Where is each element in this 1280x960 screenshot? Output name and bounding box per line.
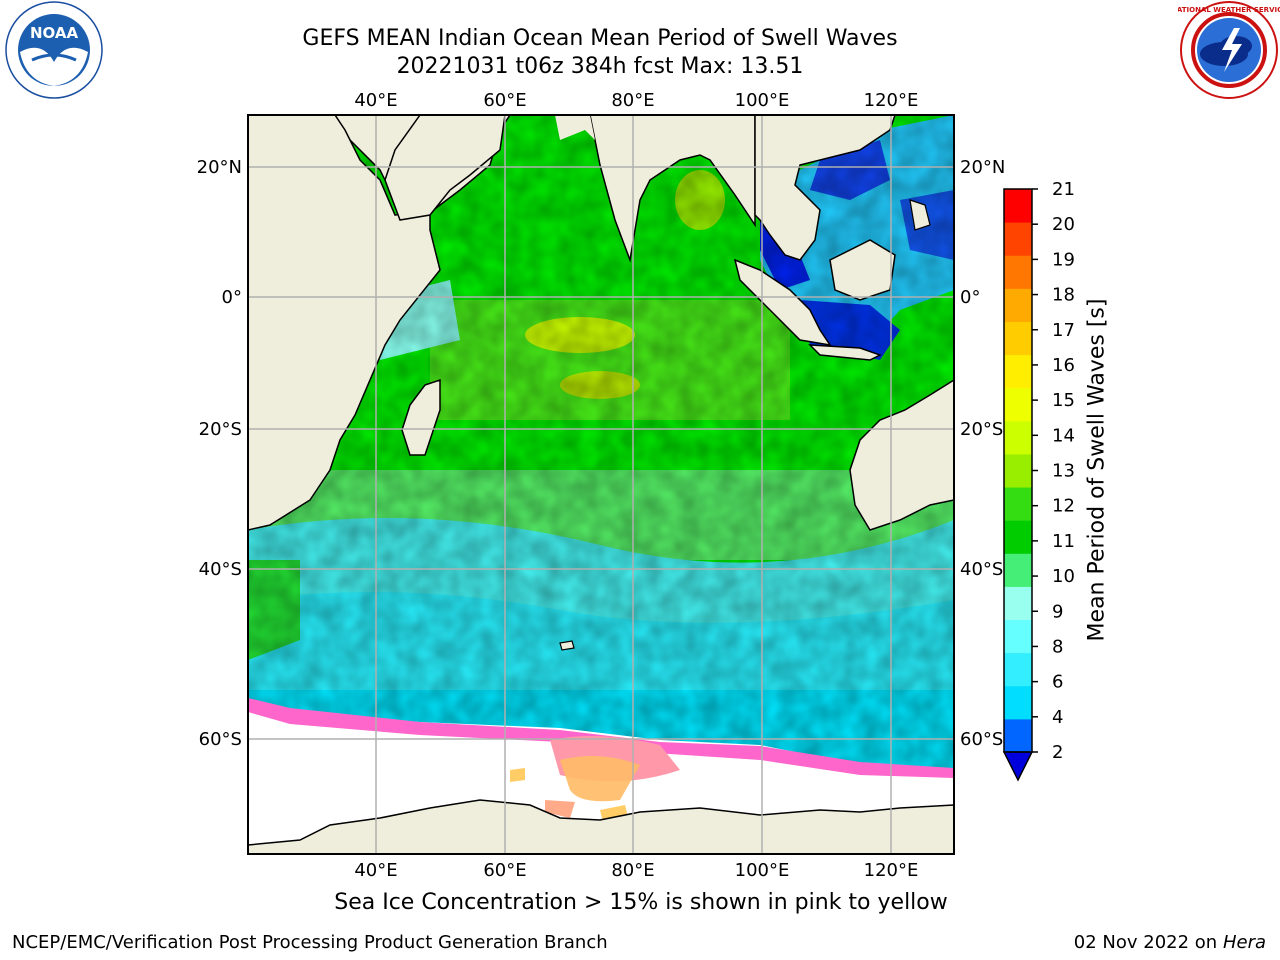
land-philippines	[909, 199, 931, 231]
colorbar-segment	[1004, 189, 1032, 223]
land-sumatra	[733, 258, 832, 347]
map-area	[248, 115, 954, 854]
colorbar-segment	[1004, 453, 1032, 488]
colorbar-tick-label: 17	[1052, 320, 1075, 341]
colorbar-tick-label: 11	[1052, 531, 1075, 552]
land-antarctica	[248, 799, 954, 854]
colorbar: 2 4 6 8 9 10 11 12 13 14 15 16 17 18 19 20 21	[1002, 179, 1075, 782]
colorbar-tick-label: 21	[1052, 179, 1075, 200]
land-indochina	[754, 115, 896, 261]
colorbar-segment	[1004, 387, 1032, 422]
colorbar-segment	[1004, 619, 1032, 654]
colorbar-segment	[1004, 354, 1032, 389]
colorbar-segment	[1004, 321, 1032, 356]
colorbar-tick-label: 16	[1052, 355, 1075, 376]
colorbar-segment	[1004, 255, 1032, 289]
lat-label: 20°N	[197, 157, 242, 178]
colorbar-segment	[1004, 288, 1032, 322]
lon-labels-top: 40°E 60°E 80°E 100°E 120°E	[354, 90, 918, 111]
colorbar-label: Mean Period of Swell Waves [s]	[1084, 298, 1110, 642]
lat-label: 20°S	[960, 419, 1003, 440]
colorbar-tick-label: 19	[1052, 249, 1075, 270]
lat-label: 60°S	[960, 729, 1003, 750]
land-borneo	[829, 239, 896, 301]
gridlines	[248, 115, 954, 854]
colorbar-tick-label: 18	[1052, 285, 1075, 306]
sea-ice-patch-d	[510, 768, 525, 782]
colorbar-tick-label: 12	[1052, 496, 1075, 517]
colorbar-segment	[1004, 520, 1032, 554]
lat-label: 0°	[960, 287, 980, 308]
lon-label: 120°E	[864, 860, 919, 881]
lat-label: 0°	[222, 287, 242, 308]
lat-label: 20°S	[199, 419, 242, 440]
colorbar-tick-label: 13	[1052, 461, 1075, 482]
nws-ring-text: NATIONAL WEATHER SERVICE	[1178, 6, 1280, 14]
lat-label: 20°N	[960, 157, 1005, 178]
lon-label: 60°E	[483, 860, 526, 881]
footer-credit: NCEP/EMC/Verification Post Processing Pr…	[12, 932, 608, 953]
lon-label: 120°E	[864, 90, 919, 111]
colorbar-segment	[1004, 222, 1032, 256]
colorbar-segment	[1004, 487, 1032, 521]
chart-title: GEFS MEAN Indian Ocean Mean Period of Sw…	[302, 26, 898, 51]
noaa-logo: NOAA	[5, 1, 103, 99]
lon-label: 80°E	[611, 90, 654, 111]
land-java	[808, 344, 882, 361]
footer-machine: Hera	[1222, 932, 1266, 953]
chart-subtitle: 20221031 t06z 384h fcst Max: 13.51	[396, 54, 804, 79]
land-madagascar	[401, 378, 441, 456]
colorbar-segment	[1004, 586, 1032, 621]
lat-label: 40°S	[960, 559, 1003, 580]
nws-logo: NATIONAL WEATHER SERVICE	[1178, 1, 1280, 99]
land-australia	[849, 379, 954, 531]
sea-ice-patch-b	[560, 756, 640, 802]
lon-label: 60°E	[483, 90, 526, 111]
colorbar-tick-label: 4	[1052, 707, 1063, 728]
colorbar-tick-label: 14	[1052, 425, 1075, 446]
map-frame	[247, 114, 955, 855]
colorbar-segment	[1004, 718, 1032, 753]
colorbar-tick-label: 8	[1052, 636, 1063, 657]
lon-label: 100°E	[735, 90, 790, 111]
lat-labels-left: 20°N 0° 20°S 40°S 60°S	[197, 157, 242, 750]
lat-label: 60°S	[199, 729, 242, 750]
lon-label: 40°E	[354, 860, 397, 881]
noaa-logo-text: NOAA	[30, 24, 79, 42]
lon-label: 80°E	[611, 860, 654, 881]
lon-label: 100°E	[735, 860, 790, 881]
colorbar-tick-label: 20	[1052, 214, 1075, 235]
colorbar-tick-label: 6	[1052, 672, 1063, 693]
colorbar-tick-label: 10	[1052, 566, 1075, 587]
lon-label: 40°E	[354, 90, 397, 111]
colorbar-segment	[1004, 553, 1032, 587]
land-africa	[248, 115, 441, 531]
colorbar-segment	[1004, 685, 1032, 720]
footer-date: 02 Nov 2022 on Hera	[1074, 932, 1266, 953]
land-kerguelen	[559, 640, 575, 651]
sea-ice-note: Sea Ice Concentration > 15% is shown in …	[334, 890, 948, 915]
colorbar-segment	[1004, 420, 1032, 455]
colorbar-segment	[1004, 652, 1032, 687]
footer-date-text: 02 Nov 2022 on	[1073, 932, 1218, 953]
colorbar-tick-label: 9	[1052, 601, 1063, 622]
sea-ice-patch-e	[545, 800, 575, 818]
lat-label: 40°S	[199, 559, 242, 580]
colorbar-tick-label: 15	[1052, 390, 1075, 411]
colorbar-extend-arrow	[1002, 751, 1034, 782]
lat-labels-right: 20°N 0° 20°S 40°S 60°S	[960, 157, 1005, 750]
colorbar-tick-label: 2	[1052, 742, 1063, 763]
land-india-top	[555, 115, 595, 140]
lon-labels-bottom: 40°E 60°E 80°E 100°E 120°E	[354, 860, 918, 881]
